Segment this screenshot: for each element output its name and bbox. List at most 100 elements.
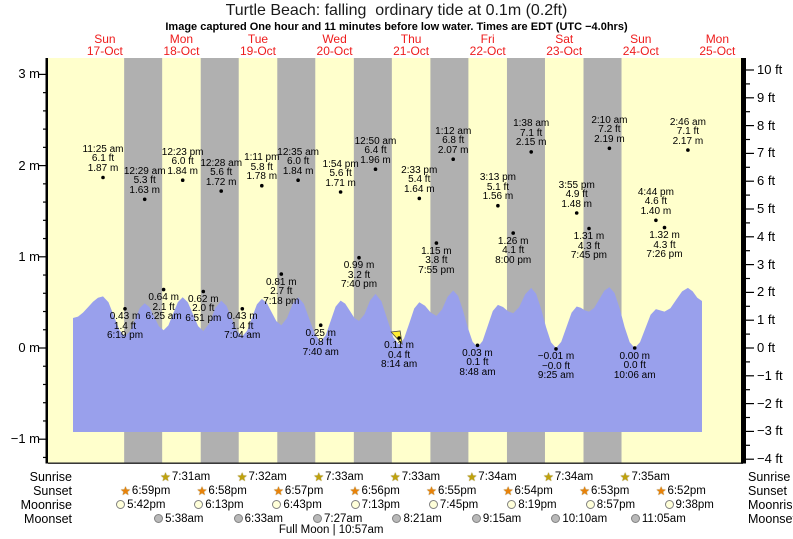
tide-annotation-line: 7:55 pm [418,264,455,276]
low-tide-annotation: 0.62 m 2.0 ft 6:51 pm [170,295,236,324]
row-label-sunrise-left: Sunrise [29,470,72,484]
tide-annotation-line: 3:55 pm [558,179,595,191]
sunrise-entry: ★ 7:33am [313,470,363,483]
moonset-circle-icon [233,514,243,523]
y-axis-right-label: −3 ft [757,423,783,439]
sunset-entry: ★ 6:55pm [426,484,476,497]
low-tide-dot [587,226,591,231]
high-tide-annotation: 12:23 pm 6.0 ft 1.84 m [150,147,216,177]
moonrise-circle-icon [585,500,595,509]
moonset-circle-icon [630,514,640,523]
tide-annotation-line: 7:18 pm [263,295,300,307]
high-tide-annotation: 1:11 pm 5.8 ft 1.78 m [229,153,295,182]
y-axis-left-bar [45,58,48,464]
sunset-entry: ★ 6:54pm [503,484,553,497]
tide-annotation-line: 2.19 m [594,133,625,145]
tide-annotation-line: 1.84 m [282,165,314,177]
tide-annotation-line: 8:48 am [459,366,496,378]
moonset-time: 7:27am [324,512,363,525]
moonset-circle-icon [471,514,481,523]
day-date: 25-Oct [699,44,736,58]
low-tide-dot [318,323,323,328]
high-tide-dot [451,157,456,161]
high-tide-dot [101,175,105,180]
tide-annotation-line: 4.3 ft [653,239,676,251]
day-name: Wed [322,32,347,46]
high-tide-annotation: 3:13 pm 5.1 ft 1.56 m [465,173,531,202]
sunset-star-icon: ★ [426,483,437,498]
moonrise-circle-icon [350,500,360,509]
y-axis-right-label: 0 ft [757,340,776,355]
day-label: Thu 21-Oct [375,33,447,57]
day-date: 23-Oct [546,44,583,58]
high-tide-dot [338,190,343,194]
day-label: Tue 19-Oct [222,33,294,57]
sunset-entry: ★ 6:53pm [579,484,629,497]
low-tide-annotation: 1.32 m 4.3 ft 7:26 pm [632,231,698,260]
y-axis-right-label: 1 ft [757,312,776,328]
low-tide-dot [662,225,667,230]
low-tide-annotation: 0.03 m 0.1 ft 8:48 am [444,349,510,378]
high-tide-annotation: 3:55 pm 4.9 ft 1.48 m [544,179,610,210]
sunset-entry: ★ 6:58pm [197,484,247,497]
low-tide-annotation: 1.26 m 4.1 ft 8:00 pm [480,236,546,266]
day-date: 20-Oct [316,44,353,58]
moonrise-circle-icon [428,500,438,509]
day-label: Sun 24-Oct [605,33,677,57]
tide-annotation-line: 0.43 m [226,311,258,323]
tide-annotation-line: 3:13 pm [479,172,516,184]
tide-annotation-line: 4.9 ft [565,189,588,201]
moonrise-time: 9:38pm [675,498,714,511]
tide-annotation-line: 3.2 ft [347,269,371,281]
y-axis-right-label: 2 ft [757,284,776,300]
sunset-star-icon: ★ [579,483,590,498]
y-axis-right-label: −2 ft [757,395,783,411]
sunset-time: 6:57pm [284,484,324,497]
y-axis-left-label: 1 m [18,248,40,264]
tide-annotation-line: 0.03 m [462,347,493,359]
moonrise-circle-icon [507,500,517,509]
tide-annotation-line: 12:35 am [277,146,319,158]
tide-annotation-line: 0.81 m [265,276,297,288]
moonrise-circle-icon [272,500,282,509]
low-tide-dot [632,346,637,350]
sunset-entry: ★ 6:57pm [273,484,323,497]
tide-annotation-line: 1.72 m [205,176,237,188]
day-name: Sun [630,32,652,46]
tide-annotation-line: 10:06 am [613,369,656,381]
tide-annotation-line: 12:29 am [123,165,166,177]
row-label-moonset-left: Moonset [24,512,72,526]
tide-annotation-line: 6:19 pm [106,330,144,342]
low-tide-annotation: −0.01 m −0.0 ft 9:25 am [523,352,589,381]
tide-annotation-line: 1.56 m [482,191,514,203]
high-tide-annotation: 2:10 am 7.2 ft 2.19 m [576,116,642,145]
tide-annotation-line: −0.0 ft [541,360,571,372]
low-tide-annotation: 0.99 m 3.2 ft 7:40 pm [326,261,392,290]
low-tide-annotation: 0.64 m 2.1 ft 6:25 am [131,293,197,322]
tide-annotation-line: 2:33 pm [401,164,438,176]
high-tide-dot [260,183,264,188]
tide-annotation-line: 1:12 am [435,125,472,137]
sunrise-entry: ★ 7:34am [543,470,593,483]
high-tide-annotation: 2:46 am 7.1 ft 2.17 m [655,117,721,147]
tide-annotation-line: 6:51 pm [185,312,222,324]
low-tide-dot [475,343,480,348]
low-tide-annotation: 0.43 m 1.4 ft 7:04 am [209,312,275,341]
high-tide-dot [686,148,690,152]
low-tide-annotation: 1.31 m 4.3 ft 7:45 pm [556,232,622,261]
day-label: Sun 17-Oct [69,33,141,57]
y-axis-right-bar [741,58,746,464]
tide-annotation-line: 8:14 am [381,359,418,371]
y-axis-left-label: 0 m [18,340,40,355]
high-tide-dot [654,218,658,223]
row-label-moonrise-right: Moonrise [748,498,793,512]
chart-subtitle: Image captured One hour and 11 minutes b… [165,21,628,33]
day-name: Fri [480,32,495,46]
high-tide-annotation: 12:29 am 5.3 ft 1.63 m [112,167,178,196]
sunset-star-icon: ★ [502,483,514,498]
tide-annotation-line: 0.1 ft [466,357,489,369]
low-tide-dot [511,231,515,235]
tide-annotation-line: 2:10 am [591,114,628,126]
